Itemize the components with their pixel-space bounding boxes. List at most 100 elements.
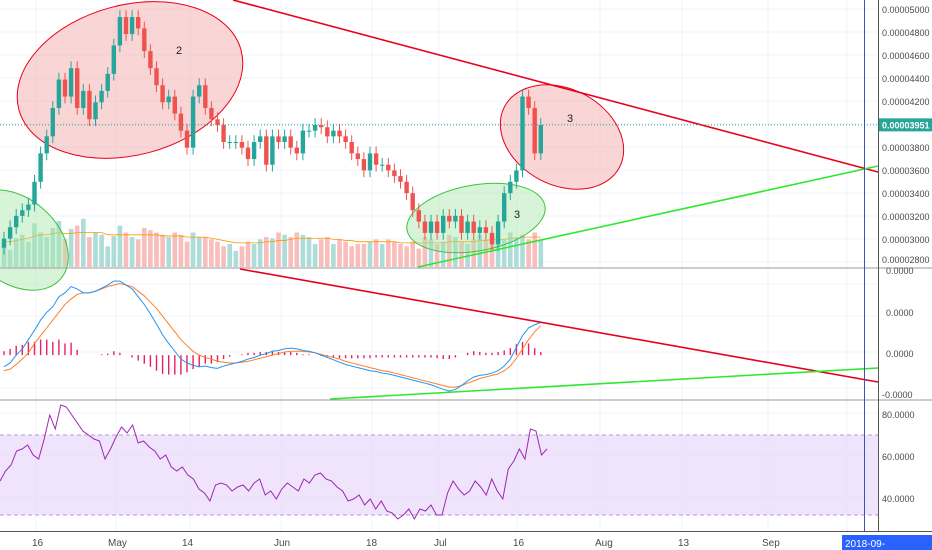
volume-bar bbox=[337, 239, 342, 267]
candle-body bbox=[111, 45, 116, 74]
date-tick: Jun bbox=[274, 538, 290, 549]
volume-bar bbox=[81, 218, 86, 267]
rsi-band-group bbox=[0, 434, 878, 516]
price-tick: 0.00003800 bbox=[882, 143, 930, 153]
volume-bar bbox=[196, 237, 202, 267]
candlesticks bbox=[1, 10, 543, 255]
volume-bar bbox=[318, 239, 324, 267]
volume-bar bbox=[221, 246, 226, 267]
trendline-green-price[interactable] bbox=[417, 165, 879, 268]
volume-bar bbox=[306, 237, 312, 267]
volume-bar bbox=[142, 227, 147, 267]
candle-body bbox=[502, 193, 507, 222]
candle-body bbox=[154, 68, 159, 86]
macd-tick: 0.0000 bbox=[886, 349, 914, 359]
volume-bar bbox=[245, 241, 251, 267]
volume-bar bbox=[404, 246, 409, 267]
volume-bar bbox=[160, 234, 165, 267]
price-tick: 0.00002800 bbox=[882, 255, 930, 265]
volume-bar bbox=[154, 232, 159, 267]
ellipse-drawing-green-left[interactable] bbox=[0, 169, 88, 310]
candle-body bbox=[276, 136, 281, 143]
volume-bar bbox=[117, 225, 123, 267]
ellipse-drawing-green-3[interactable] bbox=[401, 173, 550, 262]
ellipse-drawing-red-2[interactable] bbox=[0, 0, 260, 182]
date-tick: 13 bbox=[678, 538, 690, 549]
annotation-label-2[interactable]: 2 bbox=[176, 45, 182, 57]
volume-bar bbox=[135, 239, 141, 267]
candle-body bbox=[142, 28, 147, 52]
volume-bar bbox=[312, 244, 318, 267]
rsi-indicator bbox=[0, 404, 548, 521]
candle-body bbox=[380, 164, 385, 166]
candle-body bbox=[343, 136, 348, 143]
rsi-tick: 80.0000 bbox=[882, 410, 915, 420]
rsi-axis-labels: 80.0000 60.0000 40.0000 bbox=[882, 410, 915, 504]
volume-bar bbox=[184, 241, 190, 267]
time-axis-panel[interactable] bbox=[0, 531, 932, 550]
candle-body bbox=[184, 130, 190, 148]
volume-bar bbox=[489, 237, 495, 267]
volume-bar bbox=[422, 237, 428, 267]
volume-bar bbox=[190, 232, 196, 267]
candle-body bbox=[123, 17, 129, 35]
candle-body bbox=[319, 124, 324, 128]
volume-bar bbox=[300, 234, 306, 267]
volume-bar bbox=[233, 250, 239, 267]
candle-body bbox=[264, 136, 269, 165]
volume-bar bbox=[398, 244, 403, 267]
volume-bar bbox=[251, 244, 257, 267]
trendline-red-price[interactable] bbox=[232, 0, 879, 173]
candle-body bbox=[166, 96, 171, 103]
volume-bar bbox=[68, 229, 74, 267]
candle-body bbox=[306, 130, 312, 132]
candle-body bbox=[233, 142, 238, 144]
trendline-green-macd[interactable] bbox=[329, 367, 879, 400]
annotation-label-3-green[interactable]: 3 bbox=[514, 209, 520, 221]
volume-bar bbox=[172, 232, 178, 267]
volume-bar bbox=[129, 237, 135, 267]
candle-body bbox=[361, 159, 367, 171]
trendline-red-macd[interactable] bbox=[239, 268, 879, 383]
candle-body bbox=[526, 96, 531, 108]
candle-body bbox=[300, 130, 306, 154]
candle-body bbox=[495, 221, 501, 245]
volume-bar bbox=[416, 248, 422, 267]
macd-line bbox=[3, 280, 541, 392]
volume-bar bbox=[257, 239, 263, 267]
candle-body bbox=[215, 119, 220, 125]
ellipse-drawings[interactable] bbox=[0, 0, 642, 311]
volume-bar bbox=[1, 244, 7, 267]
candle-body bbox=[105, 73, 110, 91]
candle-body bbox=[172, 96, 177, 114]
candle-body bbox=[209, 107, 214, 120]
date-tick: 14 bbox=[182, 538, 194, 549]
candle-body bbox=[483, 227, 489, 233]
candle-body bbox=[197, 85, 202, 97]
trendline-drawings[interactable] bbox=[232, 0, 879, 400]
volume-bar bbox=[26, 241, 31, 267]
price-tick: 0.00004600 bbox=[882, 51, 930, 61]
candle-body bbox=[532, 107, 537, 154]
volume-bar bbox=[123, 232, 129, 267]
volume-bar bbox=[270, 238, 275, 267]
volume-bar bbox=[355, 244, 361, 267]
candle-body bbox=[38, 153, 43, 182]
volume-bar bbox=[538, 239, 544, 267]
candle-body bbox=[410, 193, 415, 211]
price-axis-panel[interactable] bbox=[878, 0, 932, 531]
volume-bar bbox=[514, 237, 519, 267]
price-tick: 0.00003400 bbox=[882, 189, 930, 199]
candle-body bbox=[68, 68, 74, 97]
annotation-label-3-red[interactable]: 3 bbox=[567, 113, 573, 125]
ellipse-drawing-red-3[interactable] bbox=[482, 64, 642, 210]
volume-bar bbox=[264, 237, 269, 267]
date-tick: 16 bbox=[513, 538, 525, 549]
candle-body bbox=[288, 136, 293, 148]
volume-bar bbox=[105, 246, 110, 267]
volume-bar bbox=[392, 241, 397, 267]
candle-body bbox=[325, 127, 330, 137]
candle-body bbox=[447, 215, 452, 222]
volume-bar bbox=[38, 232, 43, 267]
